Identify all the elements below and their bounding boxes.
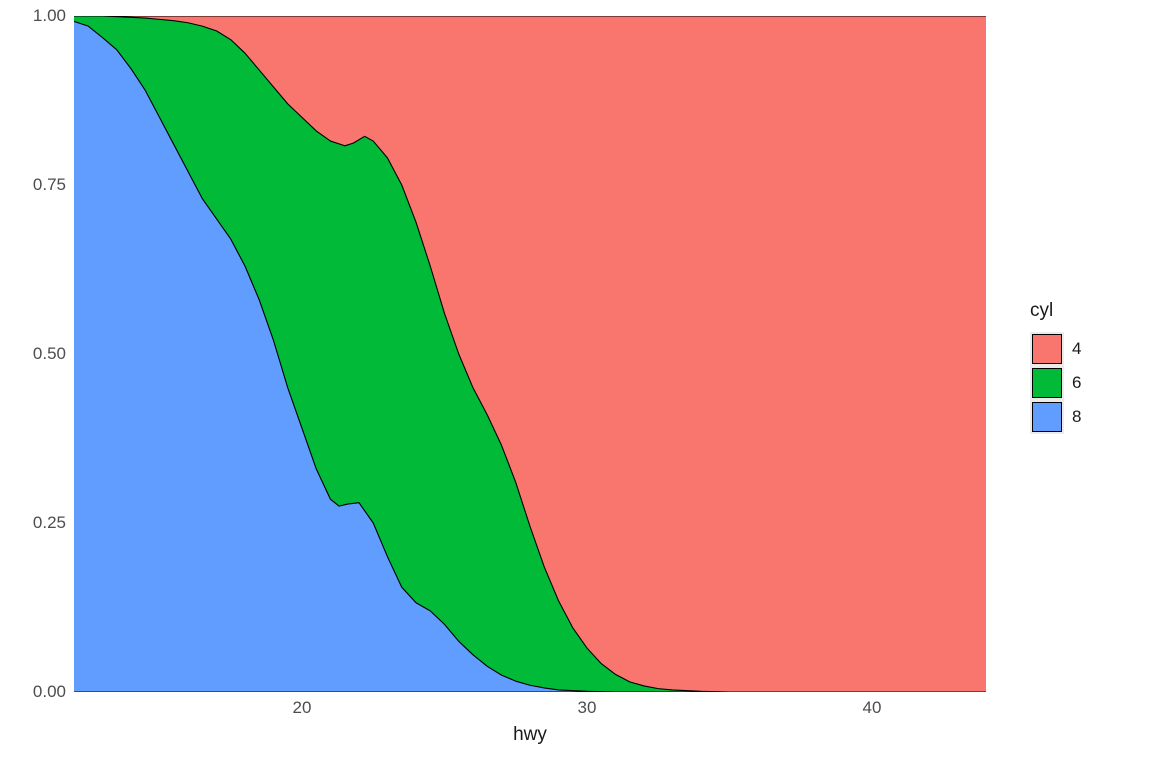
y-tick-label: 0.50 <box>33 344 66 364</box>
x-tick-label: 30 <box>572 698 602 718</box>
y-tick-label: 0.00 <box>33 682 66 702</box>
stacked-areas <box>74 16 986 692</box>
legend-swatch <box>1032 402 1062 432</box>
plot-area <box>74 16 986 692</box>
legend: cyl 4 6 8 <box>1030 300 1081 434</box>
legend-item: 8 <box>1030 400 1081 434</box>
legend-label: 4 <box>1072 339 1081 359</box>
legend-item: 4 <box>1030 332 1081 366</box>
legend-swatch <box>1032 334 1062 364</box>
legend-key <box>1030 332 1064 366</box>
legend-key <box>1030 366 1064 400</box>
legend-item: 6 <box>1030 366 1081 400</box>
legend-label: 8 <box>1072 407 1081 427</box>
legend-key <box>1030 400 1064 434</box>
x-axis-title: hwy <box>490 724 570 746</box>
legend-label: 6 <box>1072 373 1081 393</box>
y-tick-label: 0.25 <box>33 513 66 533</box>
figure: 0.00 0.25 0.50 0.75 1.00 20 30 40 hwy cyl 4 6 8 <box>0 0 1152 768</box>
y-tick-label: 0.75 <box>33 175 66 195</box>
x-tick-label: 20 <box>287 698 317 718</box>
legend-swatch <box>1032 368 1062 398</box>
y-tick-label: 1.00 <box>33 6 66 26</box>
x-tick-label: 40 <box>857 698 887 718</box>
legend-title: cyl <box>1030 300 1081 322</box>
